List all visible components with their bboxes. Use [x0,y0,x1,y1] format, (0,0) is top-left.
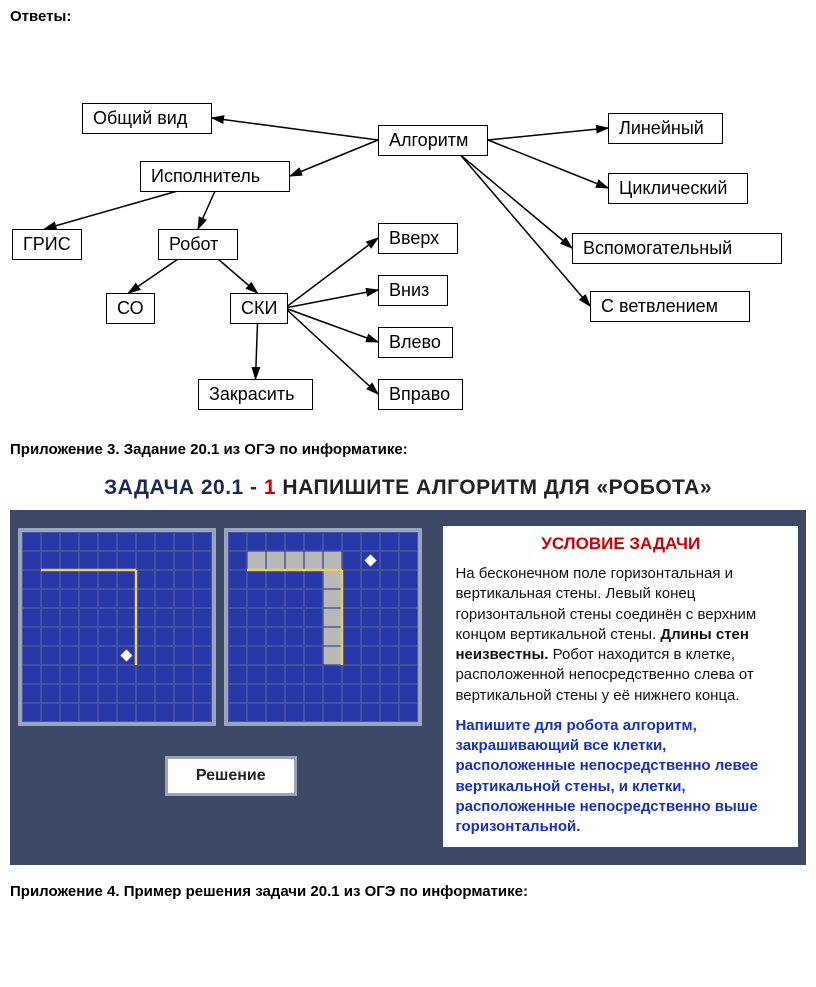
node-fill: Закрасить [198,379,313,410]
task-title-number: 1 [264,476,276,499]
node-down: Вниз [378,275,448,306]
answers-heading: Ответы: [0,0,816,33]
node-general: Общий вид [82,103,212,134]
task-panel: ЗАДАЧА 20.1 - 1 НАПИШИТЕ АЛГОРИТМ ДЛЯ «Р… [10,466,806,865]
appendix3-heading: Приложение 3. Задание 20.1 из ОГЭ по инф… [0,433,816,466]
node-cyclic: Циклический [608,173,748,204]
node-linear: Линейный [608,113,723,144]
grid-after [224,528,422,726]
condition-text: На бесконечном поле горизонтальная и вер… [443,562,798,847]
task-title-rest: НАПИШИТЕ АЛГОРИТМ ДЛЯ «РОБОТА» [276,476,712,499]
condition-title: УСЛОВИЕ ЗАДАЧИ [443,522,798,562]
node-branch: С ветвлением [590,291,750,322]
task-title: ЗАДАЧА 20.1 - 1 НАПИШИТЕ АЛГОРИТМ ДЛЯ «Р… [10,466,806,510]
concept-diagram: Общий вид Алгоритм Линейный Исполнитель Цикл… [0,33,816,433]
condition-column: УСЛОВИЕ ЗАДАЧИ На бесконечном поле гориз… [443,522,798,847]
node-robot: Робот [158,229,238,260]
task-title-prefix: ЗАДАЧА 20.1 - [104,476,264,499]
node-gris: ГРИС [12,229,82,260]
node-aux: Вспомогательный [572,233,782,264]
node-up: Вверх [378,223,458,254]
node-ski: СКИ [230,293,288,324]
node-algorithm: Алгоритм [378,125,488,156]
grid-before [18,528,216,726]
solve-button[interactable]: Решение [165,756,297,796]
condition-instruction: Напишите для робота алгоритм, закрашиваю… [455,716,786,838]
node-so: СО [106,293,155,324]
node-right: Вправо [378,379,463,410]
node-executor: Исполнитель [140,161,290,192]
node-left: Влево [378,327,453,358]
grids-column: Решение [10,522,443,847]
appendix4-heading: Приложение 4. Пример решения задачи 20.1… [0,875,816,908]
